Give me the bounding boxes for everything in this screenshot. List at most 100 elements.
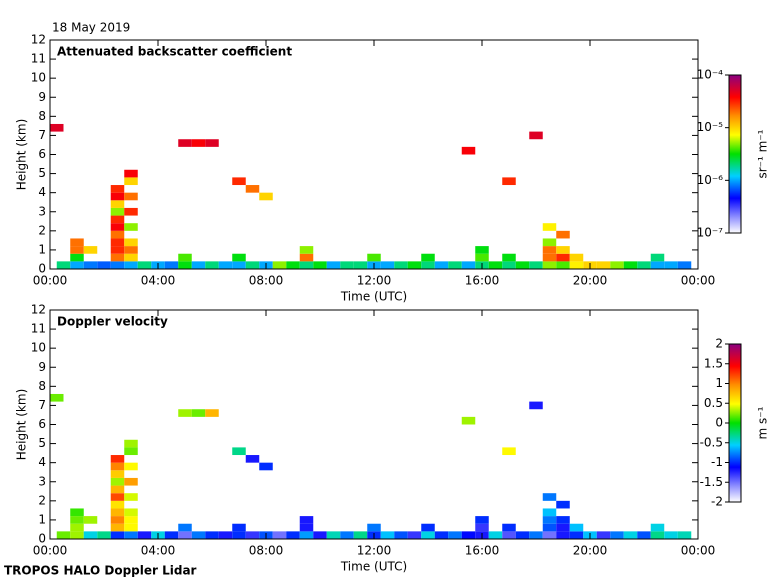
x-tick-label: 12:00 xyxy=(357,274,392,288)
cell xyxy=(232,177,246,186)
y-tick-label: 1 xyxy=(38,242,46,256)
cell xyxy=(83,516,98,524)
cell xyxy=(326,261,341,269)
cell xyxy=(110,523,125,532)
cell xyxy=(164,261,179,269)
cell xyxy=(205,261,219,269)
cell xyxy=(245,185,260,193)
cell xyxy=(137,261,152,269)
cell xyxy=(664,531,678,539)
cell xyxy=(542,246,557,254)
y-tick-label: 4 xyxy=(38,455,46,469)
cell xyxy=(245,455,260,463)
cell xyxy=(124,477,138,486)
y-tick-label: 12 xyxy=(31,303,46,317)
cell xyxy=(461,416,476,425)
cell xyxy=(556,246,570,254)
cell xyxy=(475,516,489,524)
cell xyxy=(110,531,125,539)
cell xyxy=(110,207,125,216)
cell xyxy=(326,531,341,539)
cell xyxy=(110,238,125,247)
cell xyxy=(124,223,138,231)
cell xyxy=(178,523,192,532)
cell xyxy=(286,531,300,539)
x-tick-label: 00:00 xyxy=(681,274,716,288)
cell xyxy=(664,261,678,269)
y-tick-label: 7 xyxy=(38,398,46,412)
cell xyxy=(191,261,206,269)
y-tick-label: 11 xyxy=(31,52,46,66)
y-tick-label: 3 xyxy=(38,204,46,218)
cell xyxy=(178,409,192,417)
panel-title: Attenuated backscatter coefficient xyxy=(57,45,292,59)
colorbar-tick-label: -1.5 xyxy=(700,475,723,489)
cell xyxy=(124,447,138,456)
cell xyxy=(70,523,84,532)
cell xyxy=(70,531,84,539)
cell xyxy=(205,139,219,147)
colorbar-tick-label: -1 xyxy=(711,455,723,469)
cell xyxy=(515,531,530,539)
y-tick-label: 2 xyxy=(38,493,46,507)
cell xyxy=(637,531,651,539)
x-tick-label: 08:00 xyxy=(249,544,284,558)
cell xyxy=(110,462,125,471)
colorbar-tick-label: 0 xyxy=(715,416,723,430)
y-tick-label: 2 xyxy=(38,223,46,237)
cell xyxy=(191,409,206,417)
date: 18 May 2019 xyxy=(52,21,130,35)
cell xyxy=(205,531,219,539)
cell xyxy=(164,531,179,539)
cell xyxy=(421,523,435,532)
cell xyxy=(110,215,125,224)
cell xyxy=(353,261,368,269)
cell xyxy=(110,253,125,262)
cell xyxy=(448,531,462,539)
cell xyxy=(569,253,584,262)
cell xyxy=(556,531,570,539)
cell xyxy=(110,500,125,509)
cell xyxy=(502,253,516,262)
y-tick-label: 10 xyxy=(31,71,46,85)
cell xyxy=(313,261,327,269)
colorbar-tick-label: 10⁻⁴ xyxy=(697,68,724,82)
x-tick-label: 16:00 xyxy=(465,274,500,288)
cell xyxy=(367,523,381,532)
cell xyxy=(56,261,71,269)
y-tick-label: 12 xyxy=(31,33,46,47)
cell xyxy=(232,447,246,456)
cell xyxy=(461,261,476,269)
y-tick-label: 7 xyxy=(38,128,46,142)
cell xyxy=(124,462,138,471)
y-tick-label: 0 xyxy=(38,262,46,276)
cell xyxy=(272,531,287,539)
colorbar-tick-label: 10⁻⁵ xyxy=(697,120,724,134)
cell xyxy=(556,253,570,262)
cell xyxy=(97,261,111,269)
cell xyxy=(218,261,233,269)
cell xyxy=(650,531,665,539)
y-tick-label: 9 xyxy=(38,360,46,374)
y-tick-label: 1 xyxy=(38,512,46,526)
cell xyxy=(313,531,327,539)
colorbar-label: m s⁻¹ xyxy=(756,406,770,439)
cell xyxy=(542,223,557,231)
cell xyxy=(232,261,246,269)
cell xyxy=(50,393,64,402)
cell xyxy=(83,261,98,269)
cell xyxy=(70,246,84,254)
cell xyxy=(124,523,138,532)
cell xyxy=(70,508,84,517)
y-tick-label: 9 xyxy=(38,90,46,104)
y-axis-label: Height (km) xyxy=(15,389,29,460)
cell xyxy=(407,531,422,539)
x-tick-label: 16:00 xyxy=(465,544,500,558)
cell xyxy=(475,523,489,532)
x-tick-label: 00:00 xyxy=(33,544,68,558)
cell xyxy=(178,139,192,147)
cells xyxy=(50,123,692,269)
cell xyxy=(178,531,192,539)
cell xyxy=(502,523,516,532)
